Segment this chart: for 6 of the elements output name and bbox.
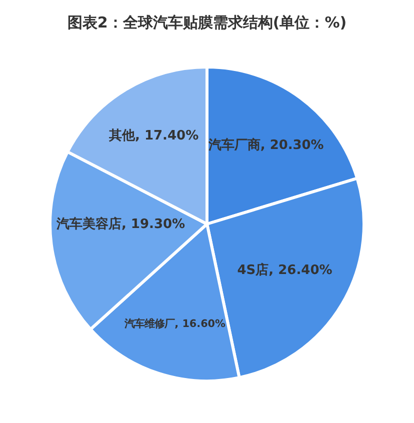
slice-label: 4S店, 26.40%: [237, 262, 332, 278]
slice-label: 汽车美容店, 19.30%: [55, 216, 186, 232]
chart-title: 图表2：全球汽车贴膜需求结构(单位：%): [67, 13, 347, 32]
slice-label: 其他, 17.40%: [108, 128, 199, 144]
slice-label: 汽车厂商, 20.30%: [207, 136, 324, 153]
slice-label: 汽车维修厂, 16.60%: [124, 318, 226, 330]
